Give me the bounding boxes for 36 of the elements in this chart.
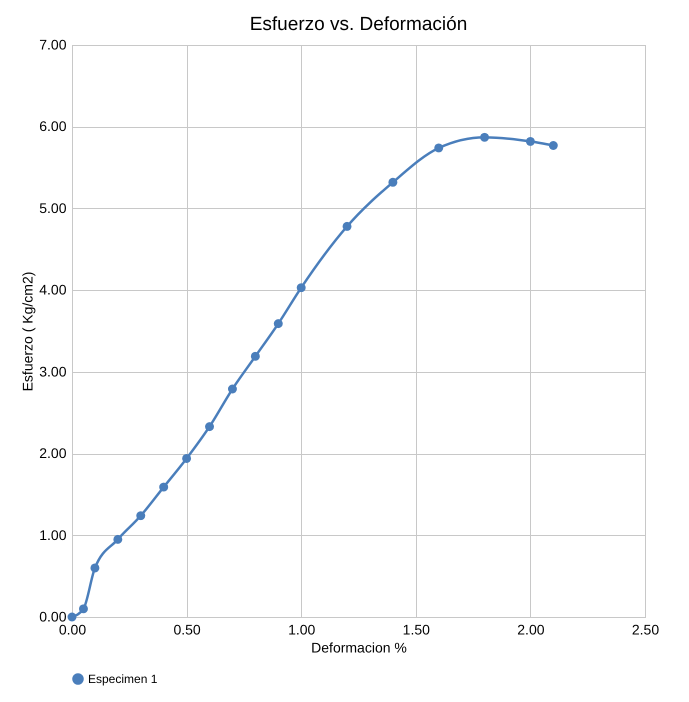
- point: [388, 178, 398, 187]
- point: [68, 612, 76, 622]
- point: [182, 454, 192, 463]
- point: [90, 564, 100, 572]
- y-tick-label: 5.00: [39, 200, 67, 216]
- x-tick-label: 2.50: [632, 622, 660, 638]
- legend-label: Especimen 1: [88, 672, 158, 686]
- x-tick-label: 1.00: [288, 622, 316, 638]
- point: [480, 132, 490, 142]
- point: [78, 604, 88, 614]
- point: [113, 534, 122, 544]
- point: [136, 511, 146, 520]
- y-tick-label: 2.00: [39, 445, 67, 462]
- point: [159, 482, 168, 492]
- y-tick-label: 7.00: [39, 36, 67, 52]
- y-tick-label: 6.00: [39, 118, 67, 134]
- point: [274, 319, 283, 328]
- point: [205, 422, 214, 432]
- point: [526, 136, 535, 146]
- x-axis-title: Deformacion %: [311, 640, 407, 656]
- x-tick-label: 0.00: [58, 622, 86, 638]
- point: [548, 141, 558, 150]
- y-tick-label: 0.00: [39, 608, 67, 624]
- x-tick-label: 0.50: [173, 622, 201, 638]
- point: [434, 143, 444, 152]
- chart-title: Esfuerzo vs. Deformación: [250, 14, 468, 35]
- point: [228, 384, 237, 394]
- point: [342, 222, 352, 231]
- y-tick-label: 4.00: [39, 282, 67, 298]
- x-tick-label: 2.00: [517, 622, 545, 638]
- x-tick-label: 1.50: [402, 622, 430, 638]
- y-axis-title: Esfuerzo ( Kg/cm2): [19, 272, 36, 392]
- point: [296, 283, 306, 292]
- point: [250, 352, 260, 361]
- y-tick-label: 1.00: [39, 526, 67, 543]
- y-tick-label: 3.00: [39, 363, 67, 380]
